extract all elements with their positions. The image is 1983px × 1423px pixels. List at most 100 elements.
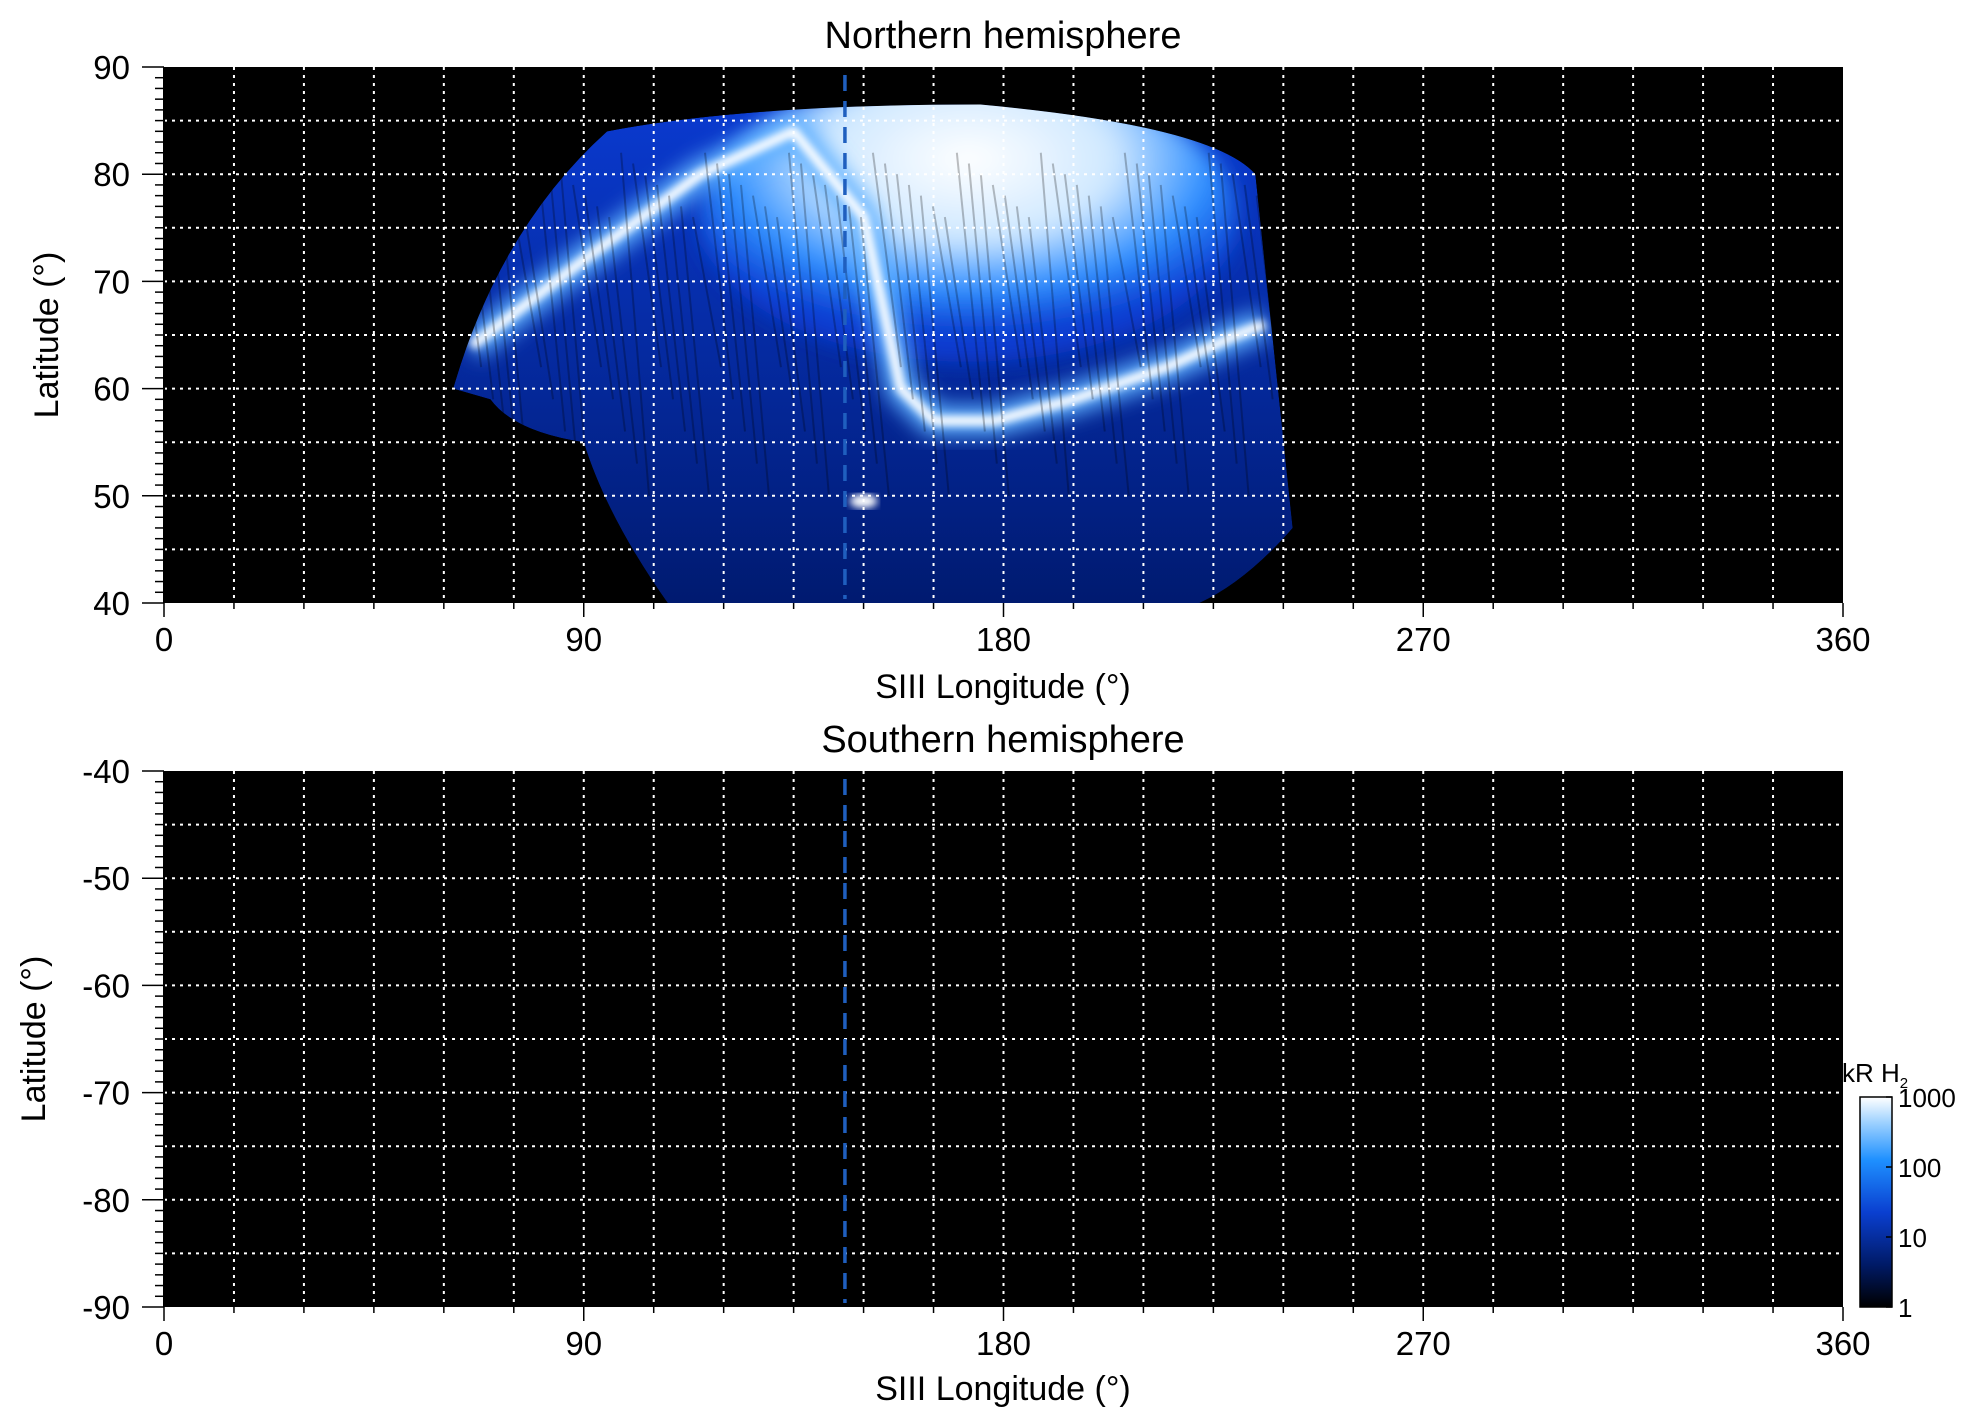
panel-title: Southern hemisphere xyxy=(821,719,1184,761)
colorbar-label-text: kR H xyxy=(1842,1058,1900,1088)
x-axis-label: SIII Longitude (°) xyxy=(875,1370,1131,1408)
x-axis-label: SIII Longitude (°) xyxy=(875,668,1131,706)
auroral-emission xyxy=(453,104,1293,604)
emission-streak xyxy=(716,163,746,432)
emission-streak xyxy=(1099,206,1130,496)
emission-streak xyxy=(1195,216,1226,432)
emission-streak xyxy=(799,163,830,496)
polar-emission xyxy=(700,104,1237,362)
colorbar-tick-label: 1000 xyxy=(1898,1083,1956,1113)
x-tick-label: 90 xyxy=(565,621,602,658)
emission-streak xyxy=(967,163,998,464)
emission-streak xyxy=(656,184,687,432)
emission-streak xyxy=(596,206,627,432)
colorbar-ticks: 1000 100 10 1 xyxy=(1886,1083,1956,1323)
panel-title: Northern hemisphere xyxy=(825,15,1182,57)
colorbar-gradient xyxy=(1859,1096,1893,1308)
colorbar-label: kR H2 xyxy=(1842,1058,1908,1092)
x-tick-label: 180 xyxy=(976,1325,1031,1362)
emission-streak xyxy=(871,152,902,368)
y-tick-label: 50 xyxy=(93,478,130,515)
tick-labels: 0 90 180 270 360 -40 -50 -60 -70 -80 -90 xyxy=(82,753,1870,1362)
grid-lines xyxy=(164,771,1843,1307)
emission-streak xyxy=(1243,184,1274,400)
northern-hemisphere-panel: Northern hemisphere 0 90 180 270 360 40 50 60 70… xyxy=(28,15,1871,706)
emission-streak xyxy=(907,184,938,464)
x-tick-label: 360 xyxy=(1815,1325,1870,1362)
main-oval xyxy=(468,126,1267,426)
emission-streak xyxy=(739,184,770,496)
tick-labels: 0 90 180 270 360 40 50 60 70 80 90 xyxy=(93,49,1870,658)
emission-streak xyxy=(1027,216,1058,464)
emission-streak xyxy=(1075,184,1106,432)
x-tick-label: 0 xyxy=(155,621,173,658)
y-tick-label: -70 xyxy=(82,1075,130,1112)
emission-streak xyxy=(1171,195,1202,368)
y-tick-label: 40 xyxy=(93,585,130,622)
emission-streak xyxy=(775,216,806,432)
emission-streak xyxy=(680,206,711,496)
emission-streak xyxy=(1147,174,1178,464)
emission-streak xyxy=(1219,163,1250,496)
emission-streak xyxy=(859,216,890,496)
emission-streak xyxy=(955,152,986,432)
colorbar-label-subscript: 2 xyxy=(1900,1075,1908,1092)
emission-streak xyxy=(584,195,615,400)
emission-streak xyxy=(883,163,914,400)
emission-streak xyxy=(1183,206,1214,400)
y-tick-label: -80 xyxy=(82,1182,130,1219)
emission-streak xyxy=(704,152,734,400)
x-tick-label: 180 xyxy=(976,621,1031,658)
emission-streak xyxy=(1051,163,1082,368)
y-axis-label: Latitude (°) xyxy=(28,252,66,419)
emission-streak xyxy=(1159,184,1190,496)
colorbar-tick-label: 10 xyxy=(1898,1223,1927,1253)
x-tick-label: 90 xyxy=(565,1325,602,1362)
y-tick-label: -50 xyxy=(82,860,130,897)
axis-ticks xyxy=(142,770,1844,1321)
emission-streak xyxy=(668,195,699,464)
emission-streak xyxy=(1231,174,1262,368)
emission-streak xyxy=(632,163,663,368)
emission-streak xyxy=(991,184,1022,368)
y-tick-label: 80 xyxy=(93,156,130,193)
colorbar-tick-label: 1 xyxy=(1898,1293,1912,1323)
emission-streak xyxy=(728,174,758,464)
emission-streak xyxy=(1135,163,1166,432)
y-tick-label: 70 xyxy=(93,263,130,300)
emission-layer xyxy=(453,104,1293,604)
emission-streak xyxy=(644,174,675,400)
emission-streak xyxy=(835,195,866,432)
y-tick-label: 60 xyxy=(93,371,130,408)
grid-lines xyxy=(164,67,1843,603)
emission-streak xyxy=(931,206,962,368)
emission-streak xyxy=(608,216,639,464)
axis-ticks xyxy=(142,66,1844,617)
emission-streak xyxy=(692,216,722,368)
x-tick-label: 0 xyxy=(155,1325,173,1362)
emission-streak xyxy=(763,206,794,400)
emission-streak xyxy=(943,216,974,400)
emission-streak xyxy=(524,216,555,400)
x-tick-label: 360 xyxy=(1815,621,1870,658)
emission-streak xyxy=(1111,216,1142,368)
emission-streak xyxy=(572,184,603,368)
emission-streak xyxy=(620,152,651,496)
x-tick-label: 270 xyxy=(1396,1325,1451,1362)
emission-streak xyxy=(1063,174,1094,400)
colorbar: kR H2 1000 100 10 1 xyxy=(1842,1058,1956,1323)
x-tick-label: 270 xyxy=(1396,621,1451,658)
y-tick-label: -40 xyxy=(82,753,130,790)
emission-streak xyxy=(1087,195,1118,464)
southern-hemisphere-panel: Southern hemisphere 0 90 180 270 360 -40 -50 -6… xyxy=(15,719,1871,1408)
emission-streak xyxy=(1123,152,1154,400)
y-axis-label: Latitude (°) xyxy=(15,956,53,1123)
emission-streak xyxy=(548,163,579,464)
y-tick-label: -90 xyxy=(82,1289,130,1326)
colorbar-tick-label: 100 xyxy=(1898,1153,1941,1183)
emission-streak xyxy=(895,174,926,432)
emission-streak xyxy=(919,195,950,496)
emission-streak xyxy=(1003,195,1034,400)
emission-streak xyxy=(1039,152,1070,496)
